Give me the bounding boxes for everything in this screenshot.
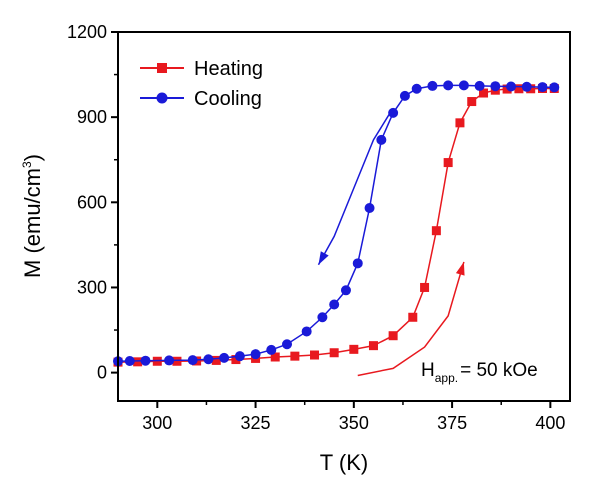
x-tick-label: 325 bbox=[241, 413, 271, 433]
x-tick-label: 400 bbox=[535, 413, 565, 433]
data-point-cooling bbox=[443, 80, 454, 91]
data-point-heating bbox=[133, 357, 143, 367]
data-point-cooling bbox=[203, 354, 214, 365]
legend-label-cooling: Cooling bbox=[194, 88, 262, 110]
y-tick-label: 1200 bbox=[67, 22, 107, 42]
x-axis-title: T (K) bbox=[320, 450, 368, 475]
data-point-cooling bbox=[537, 82, 548, 93]
y-tick-label: 600 bbox=[77, 192, 107, 212]
data-point-cooling bbox=[164, 355, 175, 366]
field-annotation-main: H bbox=[421, 360, 435, 381]
data-point-cooling bbox=[140, 355, 151, 366]
arrow-up-heating bbox=[357, 261, 465, 377]
legend-label-heating: Heating bbox=[194, 58, 263, 80]
data-point-cooling bbox=[187, 355, 198, 366]
data-point-cooling bbox=[301, 326, 312, 337]
data-point-cooling bbox=[352, 258, 363, 269]
data-point-heating bbox=[329, 348, 339, 358]
x-tick-label: 300 bbox=[142, 413, 172, 433]
data-point-cooling bbox=[490, 81, 501, 92]
data-point-heating bbox=[455, 118, 465, 128]
field-annotation: Happ. = 50 kOe bbox=[421, 360, 538, 385]
data-point-cooling bbox=[399, 90, 410, 101]
data-point-heating bbox=[290, 351, 300, 361]
data-point-heating bbox=[443, 158, 453, 168]
data-point-cooling bbox=[458, 80, 469, 91]
arrow-down-cooling bbox=[317, 113, 390, 266]
data-point-heating bbox=[431, 226, 441, 236]
data-point-cooling bbox=[219, 352, 230, 363]
data-point-cooling bbox=[124, 355, 135, 366]
data-point-cooling bbox=[388, 107, 399, 118]
y-axis-title-sup: 3 bbox=[20, 161, 34, 168]
data-point-cooling bbox=[474, 80, 485, 91]
data-point-heating bbox=[479, 88, 489, 98]
data-point-heating bbox=[310, 350, 320, 360]
data-point-cooling bbox=[340, 285, 351, 296]
y-tick-label: 300 bbox=[77, 277, 107, 297]
axis-layer: 300 325 350 375 400 0 300 600 900 1200 bbox=[67, 22, 565, 433]
data-point-cooling bbox=[266, 344, 277, 355]
data-point-cooling bbox=[364, 202, 375, 213]
legend-entry-cooling: Cooling bbox=[140, 88, 262, 110]
data-point-cooling bbox=[317, 312, 328, 323]
x-tick-label: 350 bbox=[339, 413, 369, 433]
data-point-heating bbox=[172, 356, 182, 366]
data-point-cooling bbox=[506, 81, 517, 92]
x-tick-label: 375 bbox=[437, 413, 467, 433]
data-point-heating bbox=[408, 312, 418, 322]
field-annotation-rest: = 50 kOe bbox=[460, 360, 538, 381]
data-point-cooling bbox=[521, 81, 532, 92]
series-layer bbox=[113, 80, 560, 367]
data-point-cooling bbox=[427, 80, 438, 91]
data-point-cooling bbox=[411, 83, 422, 94]
data-point-heating bbox=[388, 331, 398, 341]
data-point-cooling bbox=[329, 299, 340, 310]
legend: Heating Cooling bbox=[140, 58, 263, 110]
arrowhead-cooling bbox=[318, 251, 329, 265]
legend-entry-heating: Heating bbox=[140, 58, 263, 80]
y-tick-label: 900 bbox=[77, 107, 107, 127]
arrowhead-heating bbox=[455, 261, 465, 276]
series-line-cooling bbox=[117, 84, 555, 363]
y-axis-title-close: ) bbox=[20, 154, 45, 161]
legend-marker-heating bbox=[157, 63, 167, 73]
series-heating bbox=[113, 83, 559, 367]
legend-marker-cooling bbox=[156, 92, 168, 104]
data-point-heating bbox=[514, 84, 524, 94]
data-point-heating bbox=[231, 355, 241, 365]
data-point-cooling bbox=[376, 134, 387, 145]
y-tick-label: 0 bbox=[97, 363, 107, 383]
data-point-cooling bbox=[234, 351, 245, 362]
y-axis-title: M (emu/cm3) bbox=[20, 154, 45, 278]
arrow-layer bbox=[317, 113, 465, 377]
data-point-heating bbox=[368, 341, 378, 351]
data-point-heating bbox=[270, 352, 280, 362]
data-point-heating bbox=[349, 344, 359, 354]
data-point-heating bbox=[420, 282, 430, 292]
data-point-heating bbox=[211, 355, 221, 365]
plot-frame bbox=[117, 31, 571, 402]
data-point-cooling bbox=[549, 82, 560, 93]
data-point-cooling bbox=[282, 339, 293, 350]
data-point-cooling bbox=[250, 349, 261, 360]
data-point-heating bbox=[467, 97, 477, 107]
y-axis-title-main: M (emu/cm bbox=[20, 168, 45, 278]
series-cooling bbox=[113, 80, 560, 367]
field-annotation-sub: app. bbox=[435, 371, 458, 385]
series-line-heating bbox=[117, 87, 555, 363]
